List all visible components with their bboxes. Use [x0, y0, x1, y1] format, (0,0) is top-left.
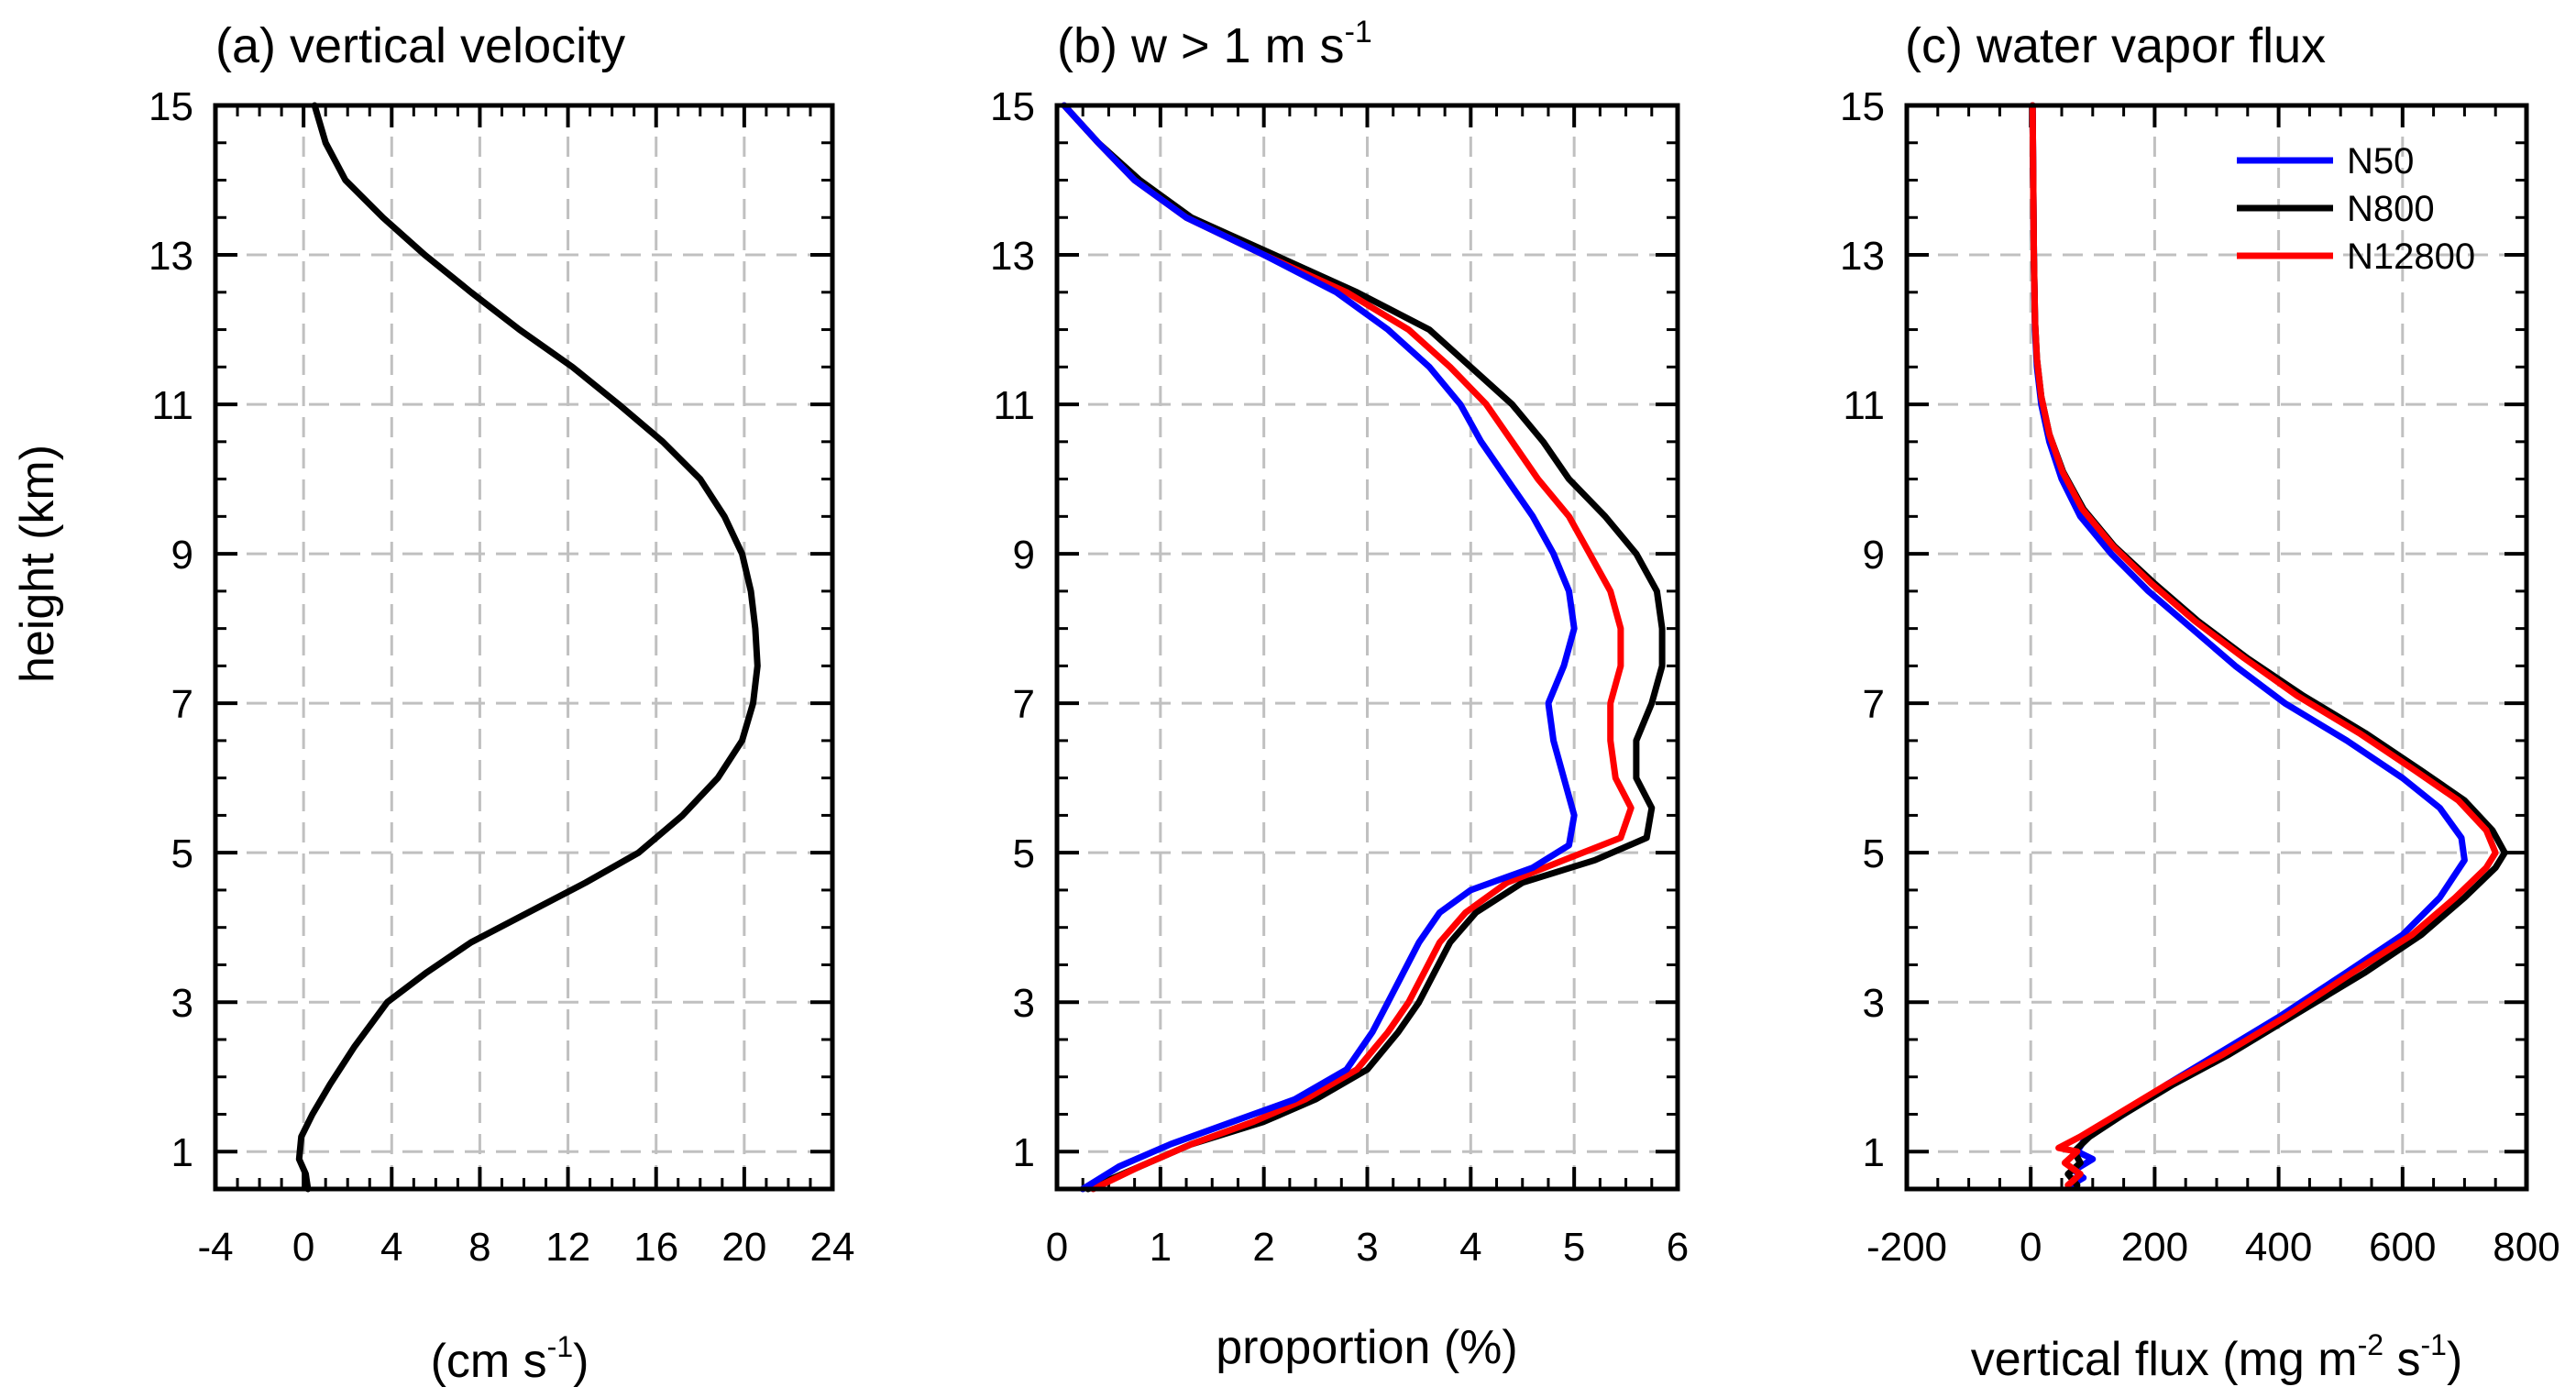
panel-b-frame — [1054, 103, 1680, 1192]
panel-c-y-tick-label: 11 — [1843, 383, 1885, 428]
panel-b-series-n50 — [1061, 102, 1578, 1193]
panel-a-x-tick-label: 4 — [380, 1225, 402, 1270]
panel-a-title: (a) vertical velocity — [215, 18, 625, 73]
panel-a-x-tick-label: 20 — [721, 1225, 766, 1270]
panel-a-x-axis-label: (cm s-1) — [431, 1330, 589, 1388]
panel-a-y-tick-label: 7 — [171, 682, 193, 727]
panel-b-series-n12800 — [1061, 102, 1635, 1193]
panel-b-x-tick-label: 6 — [1667, 1225, 1689, 1270]
legend-label-n12800: N12800 — [2347, 237, 2475, 277]
panel-b: (b) w > 1 m s-1 proportion (%) 0 1 2 3 4 5 613… — [990, 15, 1689, 1374]
panel-b-y-tick-label: 13 — [990, 234, 1035, 279]
panel-a-frame — [213, 103, 835, 1192]
panel-b-x-axis-label: proportion (%) — [1216, 1321, 1517, 1374]
panel-b-y-tick-label: 5 — [1013, 831, 1035, 876]
panel-b-x-tick-label: 0 — [1046, 1225, 1068, 1270]
panel-c-x-axis-label: vertical flux (mg m-2 s-1) — [1971, 1328, 2463, 1386]
panel-a-series-mean-w — [295, 102, 761, 1193]
panel-c-y-tick-label: 1 — [1863, 1130, 1885, 1175]
panel-c-y-tick-label: 7 — [1863, 682, 1885, 727]
panel-c-x-tick-label: 400 — [2245, 1225, 2312, 1270]
panel-c-y-tick-label: 3 — [1863, 981, 1885, 1026]
panel-c-title: (c) water vapor flux — [1905, 18, 2326, 73]
panel-b-x-tick-label: 5 — [1563, 1225, 1585, 1270]
panel-c: (c) water vapor flux vertical flux (mg m… — [1840, 18, 2560, 1386]
panel-c-x-tick-label: 800 — [2493, 1225, 2559, 1270]
panel-a-x-tick-label: 16 — [633, 1225, 678, 1270]
panel-a-x-tick-label: 8 — [468, 1225, 490, 1270]
panel-b-y-tick-label: 11 — [993, 383, 1035, 428]
panel-b-y-tick-label: 3 — [1013, 981, 1035, 1026]
panel-c-x-tick-label: -200 — [1866, 1225, 1947, 1270]
panel-a-x-tick-label: 12 — [545, 1225, 590, 1270]
panel-a-y-tick-label: 15 — [149, 84, 193, 129]
panel-a-y-tick-label: 9 — [171, 533, 193, 578]
panel-b-x-tick-label: 3 — [1356, 1225, 1378, 1270]
panel-c-x-tick-label: 200 — [2121, 1225, 2188, 1270]
panel-a-y-tick-label: 11 — [151, 383, 193, 428]
panel-b-x-tick-label: 2 — [1252, 1225, 1274, 1270]
panel-b-x-tick-label: 1 — [1150, 1225, 1172, 1270]
panel-a-x-tick-label: 0 — [292, 1225, 314, 1270]
panel-a-y-tick-label: 13 — [149, 234, 193, 279]
panel-a-x-tick-label: -4 — [197, 1225, 233, 1270]
panel-a-y-tick-label: 1 — [171, 1130, 193, 1175]
legend-label-n800: N800 — [2347, 189, 2435, 229]
panel-b-x-tick-label: 4 — [1459, 1225, 1481, 1270]
panel-b-y-tick-label: 9 — [1013, 533, 1035, 578]
panel-b-title: (b) w > 1 m s-1 — [1057, 15, 1372, 73]
panel-c-y-tick-label: 9 — [1863, 533, 1885, 578]
panel-c-y-tick-label: 13 — [1840, 234, 1885, 279]
y-axis-label: height (km) — [11, 445, 64, 683]
legend-label-n50: N50 — [2347, 141, 2414, 182]
panel-b-y-tick-label: 15 — [990, 84, 1035, 129]
panel-a-x-tick-label: 24 — [810, 1225, 855, 1270]
panel-b-series-n800 — [1061, 102, 1666, 1193]
panel-a-y-tick-label: 3 — [171, 981, 193, 1026]
panel-a-y-tick-label: 5 — [171, 831, 193, 876]
panel-c-series-n12800 — [2029, 102, 2499, 1189]
panel-c-x-tick-label: 600 — [2369, 1225, 2436, 1270]
panel-b-y-tick-label: 7 — [1013, 682, 1035, 727]
panel-c-frame — [1904, 103, 2529, 1192]
panel-c-y-tick-label: 15 — [1840, 84, 1885, 129]
panel-a: (a) vertical velocity height (km) (cm s-… — [11, 18, 854, 1388]
panel-c-y-tick-label: 5 — [1863, 831, 1885, 876]
panel-b-y-tick-label: 1 — [1013, 1130, 1035, 1175]
panel-c-x-tick-label: 0 — [2020, 1225, 2042, 1270]
